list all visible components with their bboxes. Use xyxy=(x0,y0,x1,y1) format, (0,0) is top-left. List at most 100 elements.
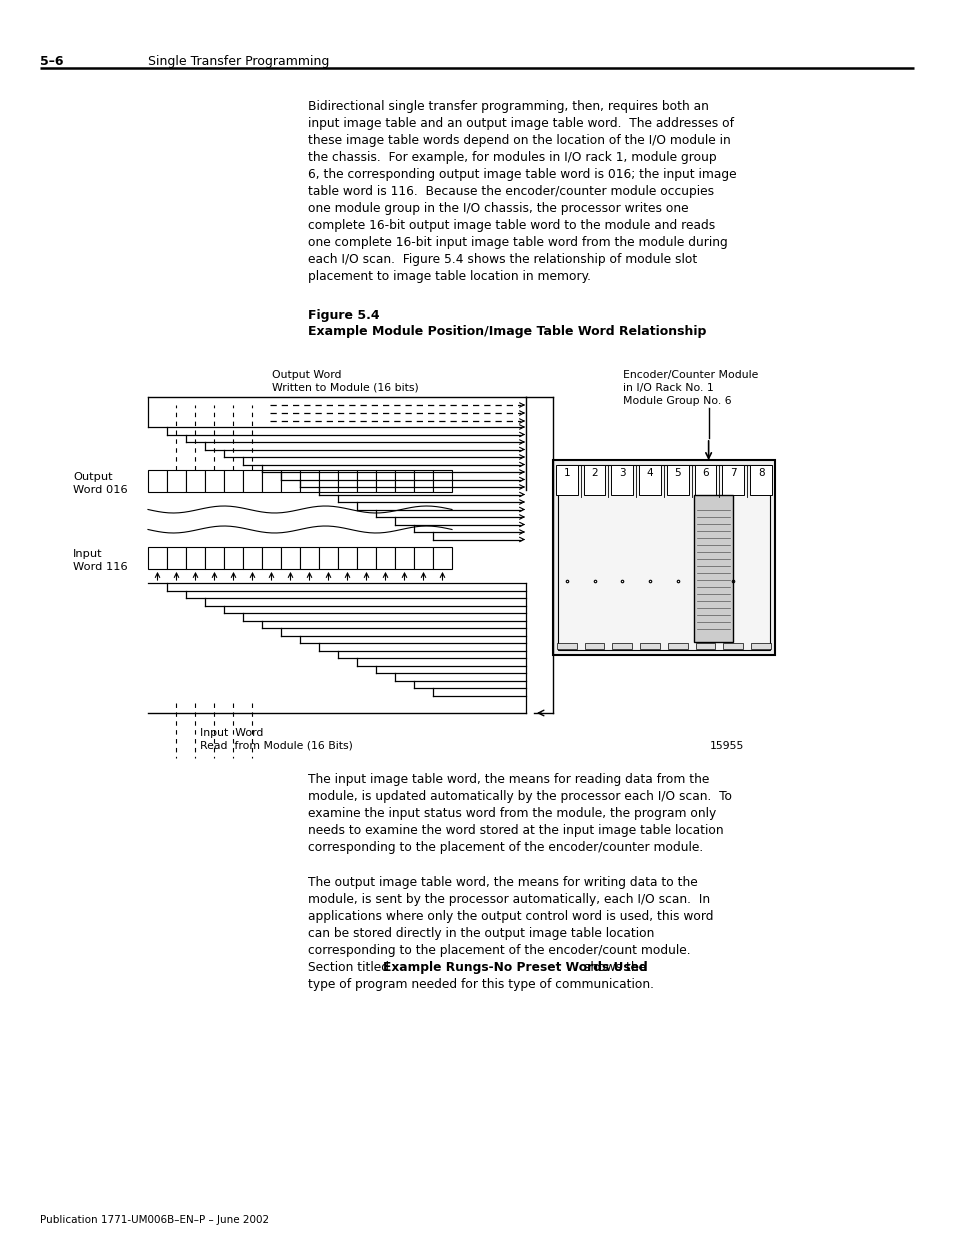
Text: can be stored directly in the output image table location: can be stored directly in the output ima… xyxy=(308,927,654,940)
Bar xyxy=(639,643,659,650)
Text: Figure 5.4: Figure 5.4 xyxy=(308,309,379,322)
Text: Publication 1771-UM006B–EN–P – June 2002: Publication 1771-UM006B–EN–P – June 2002 xyxy=(40,1215,269,1225)
Text: Read  from Module (16 Bits): Read from Module (16 Bits) xyxy=(200,741,353,751)
Bar xyxy=(205,471,224,492)
Text: one module group in the I/O chassis, the processor writes one: one module group in the I/O chassis, the… xyxy=(308,203,688,215)
Bar xyxy=(433,471,452,492)
Text: 2: 2 xyxy=(591,468,598,478)
Bar xyxy=(186,471,205,492)
Bar xyxy=(375,471,395,492)
Bar xyxy=(612,643,632,650)
Bar xyxy=(553,459,774,655)
Bar xyxy=(639,466,660,495)
Bar xyxy=(243,471,262,492)
Bar xyxy=(375,547,395,569)
Bar xyxy=(414,547,433,569)
Text: module, is sent by the processor automatically, each I/O scan.  In: module, is sent by the processor automat… xyxy=(308,893,709,906)
Bar xyxy=(749,466,771,495)
Text: complete 16-bit output image table word to the module and reads: complete 16-bit output image table word … xyxy=(308,219,715,232)
Bar xyxy=(583,466,605,495)
Bar xyxy=(167,547,186,569)
Text: Written to Module (16 bits): Written to Module (16 bits) xyxy=(272,383,418,393)
Text: corresponding to the placement of the encoder/count module.: corresponding to the placement of the en… xyxy=(308,944,690,957)
Bar xyxy=(693,495,732,642)
Text: 15955: 15955 xyxy=(709,741,743,751)
Bar xyxy=(318,547,337,569)
Text: type of program needed for this type of communication.: type of program needed for this type of … xyxy=(308,978,654,990)
Bar xyxy=(395,547,414,569)
Text: Example Rungs-No Preset Words Used: Example Rungs-No Preset Words Used xyxy=(382,961,647,974)
Text: Output Word: Output Word xyxy=(272,370,341,380)
Text: The input image table word, the means for reading data from the: The input image table word, the means fo… xyxy=(308,773,709,785)
Bar xyxy=(395,471,414,492)
Text: needs to examine the word stored at the input image table location: needs to examine the word stored at the … xyxy=(308,824,723,837)
Bar xyxy=(224,547,243,569)
Text: one complete 16-bit input image table word from the module during: one complete 16-bit input image table wo… xyxy=(308,236,727,249)
Bar xyxy=(721,466,743,495)
Text: 5–6: 5–6 xyxy=(40,56,64,68)
Bar xyxy=(281,471,299,492)
Text: each I/O scan.  Figure 5.4 shows the relationship of module slot: each I/O scan. Figure 5.4 shows the rela… xyxy=(308,253,697,266)
Text: Output: Output xyxy=(73,472,112,482)
Bar xyxy=(750,643,770,650)
Text: table word is 116.  Because the encoder/counter module occupies: table word is 116. Because the encoder/c… xyxy=(308,185,714,198)
Text: the chassis.  For example, for modules in I/O rack 1, module group: the chassis. For example, for modules in… xyxy=(308,151,716,164)
Text: Single Transfer Programming: Single Transfer Programming xyxy=(148,56,329,68)
Text: Word 116: Word 116 xyxy=(73,562,128,572)
Bar xyxy=(558,466,769,650)
Bar xyxy=(557,643,577,650)
Bar xyxy=(205,547,224,569)
Bar xyxy=(356,547,375,569)
Bar xyxy=(167,471,186,492)
Bar xyxy=(584,643,604,650)
Bar xyxy=(337,471,356,492)
Text: shows the: shows the xyxy=(579,961,645,974)
Bar xyxy=(667,643,687,650)
Text: 8: 8 xyxy=(757,468,763,478)
Bar xyxy=(722,643,742,650)
Text: Input  Word: Input Word xyxy=(200,727,263,739)
Text: 5: 5 xyxy=(674,468,680,478)
Bar xyxy=(356,471,375,492)
Bar xyxy=(556,466,578,495)
Text: module, is updated automatically by the processor each I/O scan.  To: module, is updated automatically by the … xyxy=(308,790,731,803)
Bar xyxy=(186,547,205,569)
Text: placement to image table location in memory.: placement to image table location in mem… xyxy=(308,270,590,283)
Bar xyxy=(694,466,716,495)
Text: examine the input status word from the module, the program only: examine the input status word from the m… xyxy=(308,806,716,820)
Text: input image table and an output image table word.  The addresses of: input image table and an output image ta… xyxy=(308,117,733,130)
Text: 4: 4 xyxy=(646,468,653,478)
Bar xyxy=(666,466,688,495)
Text: these image table words depend on the location of the I/O module in: these image table words depend on the lo… xyxy=(308,135,730,147)
Text: in I/O Rack No. 1: in I/O Rack No. 1 xyxy=(622,383,713,393)
Text: Bidirectional single transfer programming, then, requires both an: Bidirectional single transfer programmin… xyxy=(308,100,708,112)
Bar xyxy=(243,547,262,569)
Text: 3: 3 xyxy=(618,468,625,478)
Text: applications where only the output control word is used, this word: applications where only the output contr… xyxy=(308,910,713,923)
Text: The output image table word, the means for writing data to the: The output image table word, the means f… xyxy=(308,876,697,889)
Bar xyxy=(318,471,337,492)
Bar xyxy=(224,471,243,492)
Bar xyxy=(299,547,318,569)
Bar xyxy=(262,471,281,492)
Text: 1: 1 xyxy=(563,468,570,478)
Text: Section titled: Section titled xyxy=(308,961,393,974)
Bar xyxy=(414,471,433,492)
Bar xyxy=(337,547,356,569)
Text: Word 016: Word 016 xyxy=(73,485,128,495)
Text: 6: 6 xyxy=(701,468,708,478)
Bar xyxy=(281,547,299,569)
Text: corresponding to the placement of the encoder/counter module.: corresponding to the placement of the en… xyxy=(308,841,702,853)
Bar xyxy=(299,471,318,492)
Text: Module Group No. 6: Module Group No. 6 xyxy=(622,396,731,406)
Text: Input: Input xyxy=(73,550,103,559)
Bar xyxy=(148,471,167,492)
Text: 7: 7 xyxy=(729,468,736,478)
Text: Encoder/Counter Module: Encoder/Counter Module xyxy=(622,370,758,380)
Bar xyxy=(611,466,633,495)
Bar xyxy=(695,643,715,650)
Bar xyxy=(433,547,452,569)
Text: Example Module Position/Image Table Word Relationship: Example Module Position/Image Table Word… xyxy=(308,325,705,338)
Bar xyxy=(262,547,281,569)
Bar xyxy=(148,547,167,569)
